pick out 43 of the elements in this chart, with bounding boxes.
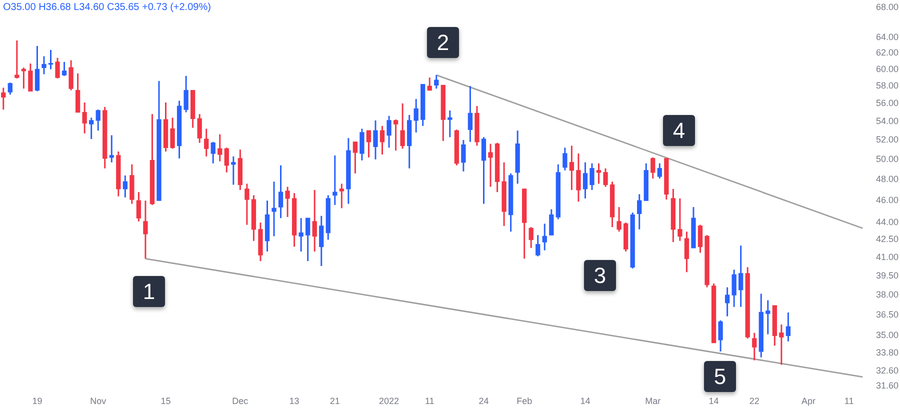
y-tick-label: 64.00 (876, 32, 899, 42)
x-tick-label: Feb (516, 396, 532, 406)
x-tick-label: Dec (232, 396, 249, 406)
number-badge: 2 (427, 27, 459, 58)
x-tick-label: 11 (424, 396, 434, 406)
x-tick-label: 14 (580, 396, 590, 406)
y-tick-label: 41.00 (876, 252, 899, 262)
x-tick-label: 11 (844, 396, 854, 406)
x-tick-label: 19 (32, 396, 42, 406)
x-tick-label: 24 (478, 396, 489, 406)
y-tick-label: 50.00 (876, 154, 899, 164)
x-tick-label: Apr (801, 396, 816, 406)
y-tick-label: 32.60 (876, 365, 899, 376)
x-tick-label: 14 (708, 396, 719, 406)
y-tick-label: 42.50 (876, 234, 899, 244)
y-tick-label: 52.00 (876, 134, 899, 144)
annotation: O35.00 H36.68 L34.60 C35.65 +0.73 (+2.09%) (3, 2, 211, 13)
number-badge: 3 (584, 260, 616, 291)
number-badge: 5 (704, 361, 736, 392)
y-tick-label: 36.50 (876, 309, 899, 320)
y-tick-label: 46.00 (876, 195, 899, 206)
y-tick-label: 60.00 (876, 64, 899, 74)
y-tick-label: 68.00 (876, 2, 899, 12)
x-tick-label: 2022 (379, 396, 400, 406)
y-tick-label: 54.00 (876, 116, 899, 126)
y-tick-label: 58.00 (876, 80, 899, 91)
y-tick-label: 62.00 (876, 48, 899, 58)
x-tick-label: Mar (645, 396, 661, 406)
x-tick-label: 13 (289, 396, 300, 406)
y-tick-label: 39.50 (876, 270, 899, 280)
number-badge: 4 (663, 115, 695, 146)
y-tick-label: 56.00 (876, 98, 899, 108)
y-tick-label: 31.60 (876, 380, 899, 391)
x-tick-label: Nov (90, 396, 107, 406)
x-tick-label: 21 (330, 396, 340, 406)
number-badge: 1 (133, 276, 165, 307)
x-tick-label: 22 (749, 396, 760, 406)
y-tick-label: 44.00 (876, 217, 899, 228)
y-tick-label: 48.00 (876, 174, 899, 184)
y-tick-label: 38.00 (876, 290, 899, 300)
y-tick-label: 33.80 (876, 347, 899, 358)
x-tick-label: 15 (160, 396, 171, 406)
y-tick-label: 35.00 (876, 330, 899, 340)
